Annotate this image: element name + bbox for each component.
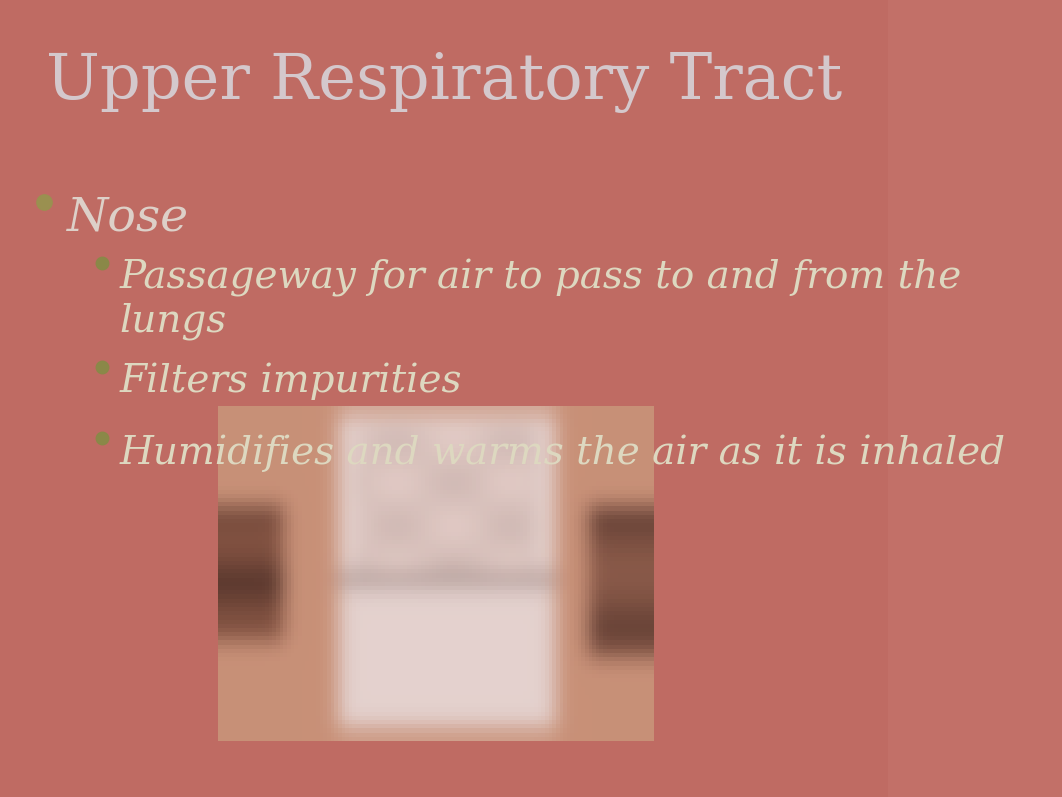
Text: Humidifies and warms the air as it is inhaled: Humidifies and warms the air as it is in…	[120, 434, 1006, 472]
FancyBboxPatch shape	[0, 0, 896, 797]
Text: Upper Respiratory Tract: Upper Respiratory Tract	[46, 52, 842, 113]
Text: Filters impurities: Filters impurities	[120, 363, 462, 400]
Text: Nose: Nose	[67, 195, 189, 241]
Text: Passageway for air to pass to and from the
lungs: Passageway for air to pass to and from t…	[120, 259, 962, 340]
